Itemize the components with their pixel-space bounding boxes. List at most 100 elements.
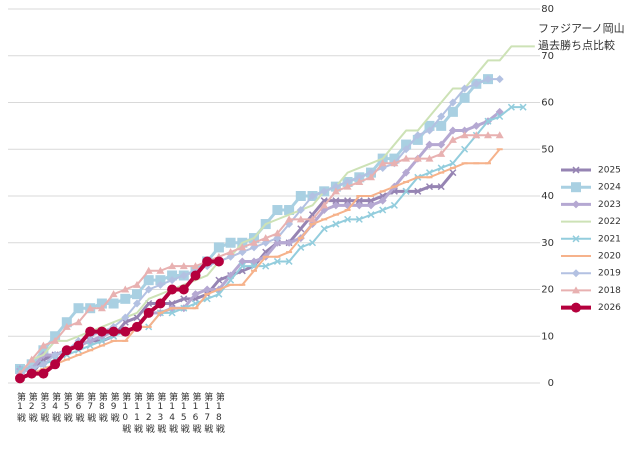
marker: [86, 304, 95, 312]
x-tick-label: 第13戦: [155, 391, 166, 434]
x-tick-label: 第15戦: [179, 391, 190, 434]
marker: [26, 368, 37, 379]
marker: [132, 321, 142, 332]
marker: [331, 187, 340, 195]
series: [17, 148, 503, 380]
marker: [402, 168, 411, 177]
x-tick-label: 第18戦: [214, 391, 225, 434]
marker: [156, 280, 165, 289]
marker: [98, 337, 106, 345]
marker: [519, 103, 527, 111]
marker: [167, 270, 178, 281]
marker: [484, 75, 492, 84]
marker: [484, 117, 492, 125]
marker: [74, 318, 83, 326]
marker: [297, 225, 305, 233]
marker: [144, 266, 153, 274]
marker: [285, 238, 294, 247]
marker: [238, 262, 246, 270]
marker: [378, 159, 387, 167]
marker: [412, 134, 423, 145]
marker: [344, 215, 352, 223]
marker: [108, 298, 119, 309]
marker: [413, 154, 422, 162]
marker: [226, 248, 235, 256]
marker: [436, 120, 447, 131]
series: [16, 131, 504, 377]
marker: [96, 298, 107, 309]
marker: [133, 314, 141, 322]
y-tick-label: 80: [541, 4, 554, 15]
marker: [213, 256, 224, 267]
marker: [62, 322, 71, 330]
marker: [425, 126, 434, 135]
marker: [155, 298, 166, 309]
marker: [379, 206, 387, 214]
marker: [39, 360, 48, 369]
marker: [571, 182, 581, 193]
marker: [437, 149, 446, 157]
marker: [296, 215, 305, 223]
marker: [425, 140, 434, 149]
x-tick-label: 第17戦: [202, 391, 213, 434]
marker: [179, 262, 188, 270]
marker: [61, 317, 72, 328]
marker: [39, 341, 48, 349]
marker: [572, 166, 580, 174]
line: [20, 106, 524, 370]
marker: [50, 331, 61, 342]
legend-label: 2022: [598, 217, 621, 227]
marker: [120, 326, 131, 337]
marker: [168, 309, 176, 317]
marker: [297, 243, 305, 251]
marker: [320, 187, 329, 196]
marker: [38, 368, 49, 379]
x-tick-label: 第5戦: [62, 391, 73, 423]
marker: [401, 139, 412, 150]
y-tick-label: 40: [541, 191, 554, 202]
marker: [120, 293, 131, 304]
marker: [202, 256, 213, 267]
marker: [180, 295, 188, 303]
x-tick-label: 第11戦: [132, 391, 143, 434]
line: [19, 77, 489, 371]
marker: [144, 285, 153, 294]
y-tick-label: 70: [541, 51, 554, 62]
marker: [262, 262, 270, 270]
marker: [213, 242, 224, 253]
legend-label: 2021: [598, 234, 621, 244]
marker: [308, 239, 317, 247]
marker: [402, 154, 411, 162]
marker: [448, 98, 457, 107]
marker: [308, 192, 317, 200]
marker: [109, 290, 118, 298]
marker: [143, 307, 154, 318]
legend-label: 2020: [598, 252, 621, 262]
marker: [133, 299, 141, 308]
marker: [96, 326, 107, 337]
marker: [27, 355, 36, 363]
marker: [414, 187, 422, 195]
marker: [460, 126, 469, 135]
y-tick-label: 20: [541, 285, 554, 296]
marker: [425, 183, 434, 191]
marker: [572, 235, 580, 243]
marker: [155, 275, 166, 286]
marker: [402, 187, 410, 195]
line: [19, 45, 535, 375]
marker: [26, 359, 37, 370]
marker: [572, 286, 580, 294]
series: [15, 256, 224, 384]
marker: [73, 303, 84, 314]
marker: [50, 359, 61, 370]
y-tick-label: 0: [548, 378, 554, 389]
marker: [571, 302, 581, 313]
marker: [168, 299, 176, 308]
x-tick-label: 第14戦: [167, 391, 178, 434]
marker: [167, 284, 178, 295]
chart-title: ファジアーノ岡山: [538, 22, 625, 35]
marker: [572, 200, 580, 209]
marker: [425, 154, 434, 162]
marker: [179, 271, 188, 280]
marker: [295, 191, 306, 201]
